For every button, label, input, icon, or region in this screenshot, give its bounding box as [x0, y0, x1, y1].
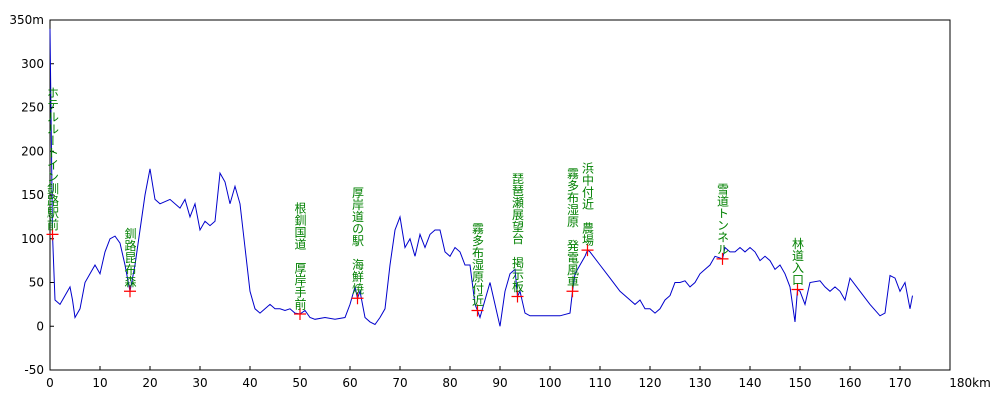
y-tick-label: 250	[21, 101, 44, 115]
waypoint-marker	[566, 285, 579, 298]
waypoint-marker	[46, 228, 59, 241]
waypoint-marker	[351, 292, 364, 305]
waypoint-marker	[716, 252, 729, 265]
x-tick-label: 40	[242, 376, 257, 390]
y-tick-label: -50	[24, 363, 44, 377]
waypoint-label: 林道入口	[791, 237, 805, 285]
x-tick-label: 10	[92, 376, 107, 390]
x-tick-label: 90	[492, 376, 507, 390]
x-tick-label: 70	[392, 376, 407, 390]
waypoint-marker	[471, 304, 484, 317]
y-tick-label: 0	[36, 319, 44, 333]
waypoint-label: 釧路昆布森	[123, 227, 137, 287]
waypoint-label: 浜中付近 農場	[581, 162, 595, 247]
plot-frame	[49, 19, 951, 371]
waypoint-label: 琵琶瀬展望台 掲示板	[511, 173, 525, 294]
x-tick-label: 100	[539, 376, 562, 390]
x-tick-label: 60	[342, 376, 357, 390]
x-tick-label: 170	[889, 376, 912, 390]
x-tick-label: 110	[589, 376, 612, 390]
x-tick-label: 120	[639, 376, 662, 390]
y-tick-label: 300	[21, 57, 44, 71]
x-tick-label: 30	[192, 376, 207, 390]
x-tick-label: 0	[46, 376, 54, 390]
x-tick-label: 180km	[949, 376, 991, 390]
x-tick-label: 160	[839, 376, 862, 390]
elevation-line	[49, 28, 913, 327]
y-tick-label: 150	[21, 188, 44, 202]
waypoint-marker	[791, 283, 804, 296]
y-tick-label: 200	[21, 144, 44, 158]
waypoint-marker	[511, 290, 524, 303]
x-tick-label: 80	[442, 376, 457, 390]
x-tick-label: 50	[292, 376, 307, 390]
waypoint-marker	[581, 244, 594, 257]
waypoint-label: 厚岸道の駅 海鮮焼	[351, 186, 365, 294]
waypoint-label: 雪道トンネル	[716, 182, 730, 254]
waypoint-label: ホテルルートイン釧路駅前	[46, 86, 60, 230]
x-tick-label: 20	[142, 376, 157, 390]
x-tick-label: 130	[689, 376, 712, 390]
waypoint-label: 根釧国道 厚岸手前	[293, 202, 307, 310]
y-tick-label: 100	[21, 232, 44, 246]
waypoint-marker	[124, 285, 136, 298]
waypoint-label: 霧多布湿原 発電風車	[566, 167, 580, 288]
y-tick-label: 350m	[9, 13, 44, 27]
x-tick-label: 140	[739, 376, 762, 390]
waypoint-label: 霧多布湿原付近	[471, 222, 485, 306]
waypoint-marker	[294, 308, 306, 320]
x-tick-label: 150	[789, 376, 812, 390]
y-tick-label: 50	[29, 276, 44, 290]
